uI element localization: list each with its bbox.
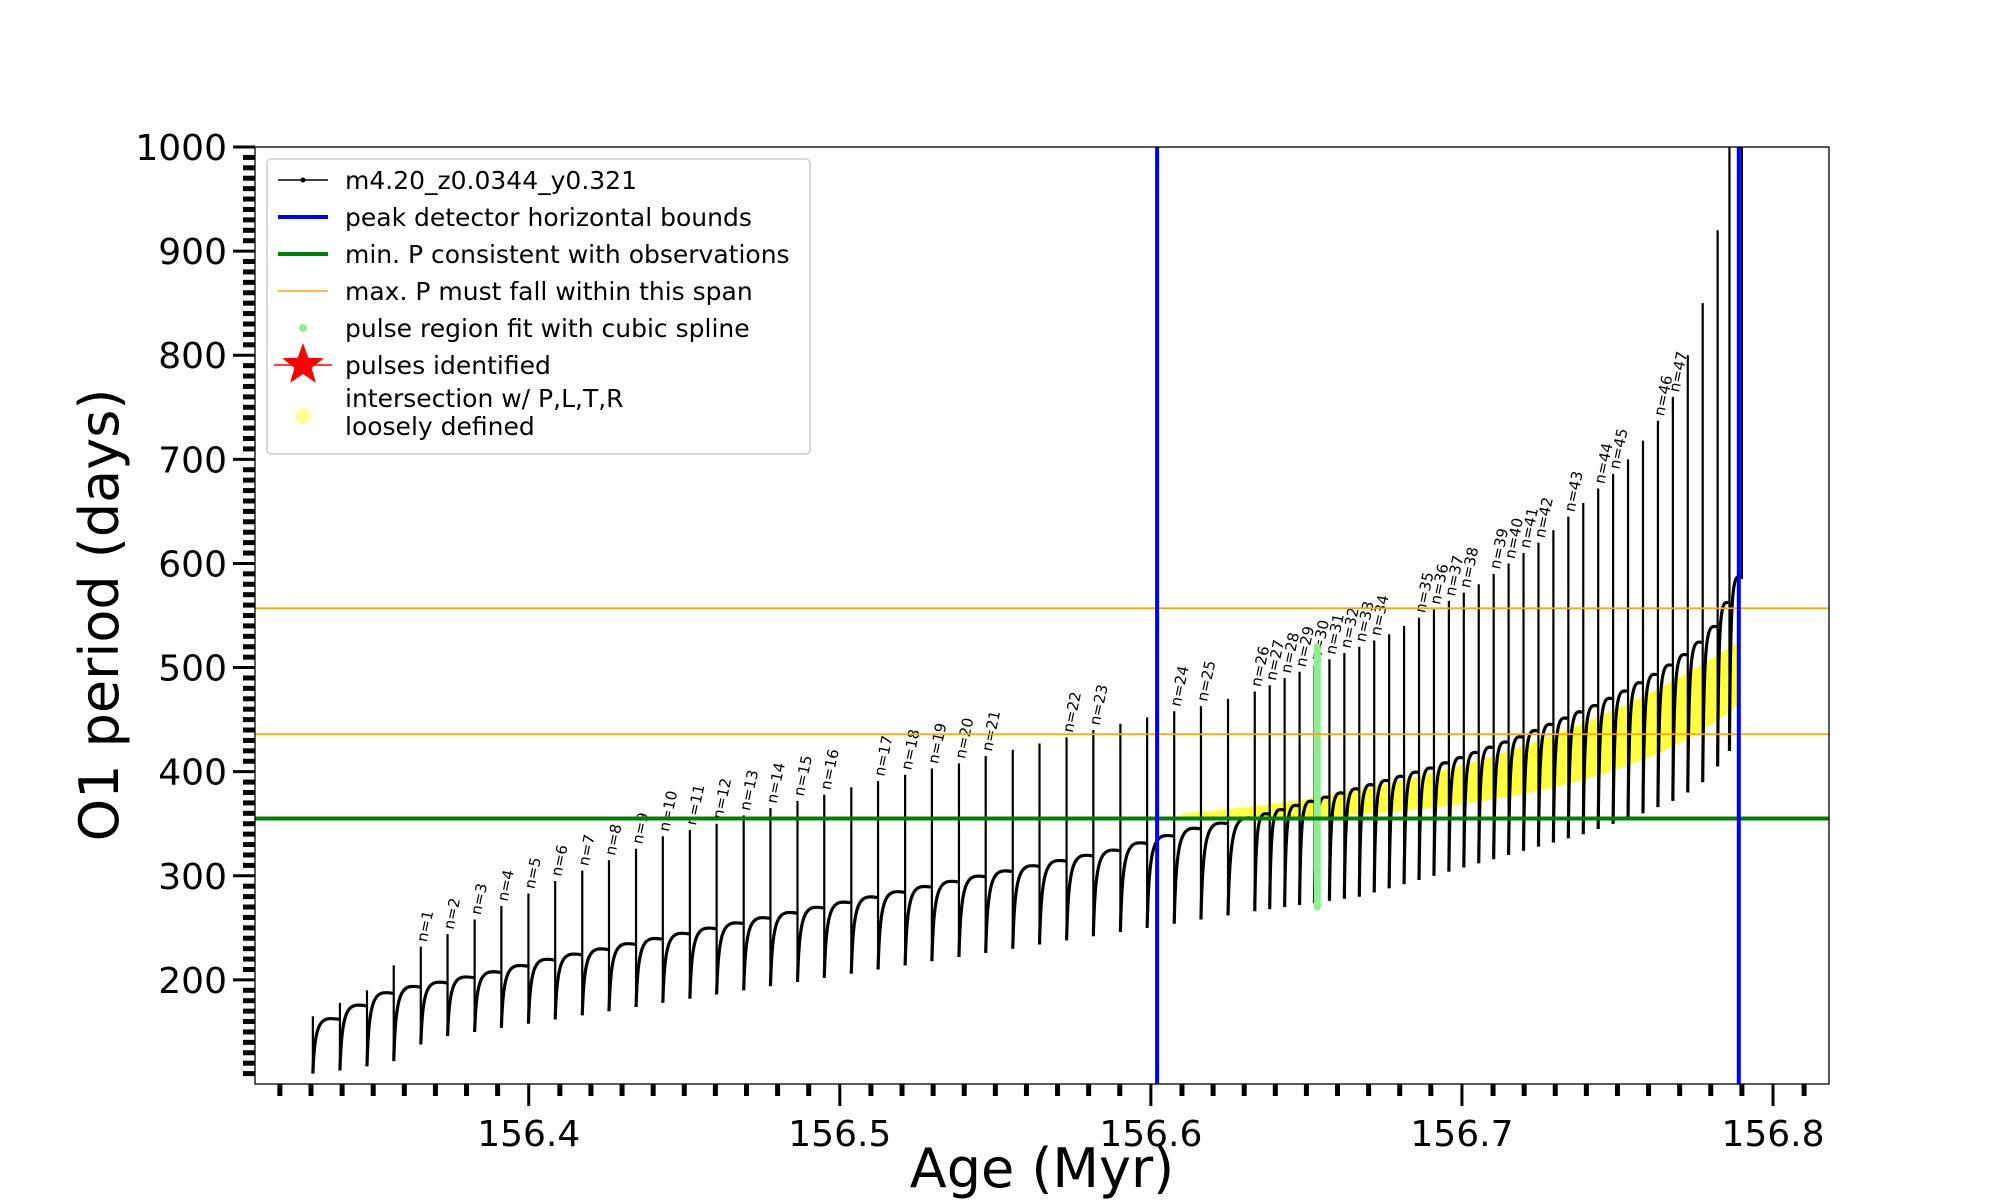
pulse-curve xyxy=(1253,812,1270,912)
pulse-curve xyxy=(392,984,421,1062)
y-tick-label: 1000 xyxy=(135,128,227,169)
x-tick-label: 156.7 xyxy=(1410,1114,1513,1155)
legend-label: peak detector horizontal bounds xyxy=(345,203,752,232)
legend-label: pulses identified xyxy=(345,351,551,380)
pulse-curve xyxy=(1372,778,1389,893)
pulse-curve xyxy=(1417,766,1434,880)
pulse-curve xyxy=(1671,652,1688,801)
pulse-curve xyxy=(822,900,851,978)
pulse-curve xyxy=(338,1003,367,1071)
pulse-curve xyxy=(1462,750,1479,868)
pulse-curve xyxy=(1477,745,1494,864)
pulse-curve xyxy=(580,947,609,1016)
legend-label: pulse region fit with cubic spline xyxy=(345,314,750,343)
legend-label-line: loosely defined xyxy=(345,412,535,441)
y-tick-label: 200 xyxy=(158,961,227,1002)
pulse-curve xyxy=(876,890,905,970)
legend-label-line: intersection w/ P,L,T,R xyxy=(345,384,624,413)
pulse-curve xyxy=(984,869,1013,953)
pulse-curve xyxy=(419,980,447,1045)
pulse-curve xyxy=(930,879,959,962)
pulse-curve xyxy=(1091,848,1120,937)
pulse-curve xyxy=(445,975,474,1037)
y-tick-label: 900 xyxy=(158,232,227,273)
star-icon xyxy=(282,343,324,383)
pulse-curve xyxy=(1172,826,1201,924)
legend-label: max. P must fall within this span xyxy=(345,277,753,306)
legend-label: m4.20_z0.0344_y0.321 xyxy=(345,166,637,195)
pulse-curve xyxy=(1145,833,1174,928)
pulse-curve xyxy=(715,921,743,995)
pulse-curve xyxy=(1357,782,1374,897)
pulse-curve xyxy=(1536,722,1553,847)
pulse-curve xyxy=(1011,864,1039,949)
y-tick-label: 600 xyxy=(158,544,227,585)
pulse-curve xyxy=(661,931,690,1003)
pulse-curve xyxy=(1342,787,1359,899)
pulse-curve xyxy=(473,970,501,1032)
legend-label: intersection w/ P,L,T,R loosely defined xyxy=(345,384,624,441)
axis-ticks-layer: 200 300 400 500 600 700 800 900 1000 156.4 156.5 15… xyxy=(135,128,1824,1155)
pulse-curve xyxy=(1641,672,1658,814)
pulse-curve xyxy=(1521,728,1538,851)
pulse-curve xyxy=(1327,791,1344,901)
pulse-curve xyxy=(1064,853,1093,941)
y-tick-label: 500 xyxy=(158,649,227,690)
pulse-curve xyxy=(1402,770,1419,885)
legend-dot-marker xyxy=(300,177,306,183)
pulse-curve xyxy=(1566,710,1583,839)
pulse-curve xyxy=(1037,858,1066,945)
plot-frame xyxy=(254,146,1830,1085)
x-tick-label: 156.6 xyxy=(1099,1114,1202,1155)
pulse-curve xyxy=(1199,821,1228,920)
pulse-curve xyxy=(1387,774,1404,889)
pulse-curve xyxy=(1686,640,1703,793)
pulse-curve xyxy=(903,884,932,966)
pulse-curve xyxy=(688,926,716,999)
pulse-curve xyxy=(1432,761,1449,876)
legend-dot-marker xyxy=(295,408,311,424)
pulse-curve xyxy=(1656,663,1673,808)
x-tick-label: 156.5 xyxy=(788,1114,891,1155)
legend-label: min. P consistent with observations xyxy=(345,240,790,269)
pulse-curve xyxy=(365,991,393,1067)
data-series-layer: n=1 n=2 n=3 n=4 n=5 n=6 n=7 n=8 n=9 n=10 n=11 n=12 n… xyxy=(311,147,1744,1074)
pulse-curve xyxy=(795,905,824,983)
pulse-curve xyxy=(526,957,555,1024)
pulse-curve xyxy=(499,963,528,1028)
pulse-curve xyxy=(634,936,663,1008)
y-tick-label: 300 xyxy=(158,857,227,898)
pulse-curve xyxy=(1118,841,1147,933)
pulse-curve xyxy=(607,942,636,1012)
y-tick-label: 400 xyxy=(158,753,227,794)
pulse-curve xyxy=(768,910,797,987)
pulse-curve xyxy=(311,1017,340,1074)
pulse-curve xyxy=(849,895,878,974)
overlay-layer xyxy=(255,147,1829,1084)
pulse-curve xyxy=(1596,696,1613,829)
pulse-curve xyxy=(1581,703,1598,835)
y-tick-label: 700 xyxy=(158,440,227,481)
x-tick-label: 156.8 xyxy=(1721,1114,1824,1155)
legend-box xyxy=(266,158,811,455)
pulse-curve xyxy=(1492,740,1509,860)
pulse-curve xyxy=(742,916,770,991)
pulse-curve xyxy=(1507,735,1523,855)
pulse-curve xyxy=(957,874,985,958)
pulse-curve xyxy=(1626,680,1643,819)
y-axis-label: O1 period (days) xyxy=(68,389,131,842)
pulse-curve xyxy=(1268,807,1285,910)
legend-dot-marker xyxy=(299,324,307,332)
x-axis-label: Age (Myr) xyxy=(910,1137,1175,1200)
pulse-curve xyxy=(1611,689,1628,824)
y-tick-label: 800 xyxy=(158,336,227,377)
pulse-curve xyxy=(553,952,582,1020)
x-tick-label: 156.4 xyxy=(477,1114,580,1155)
pulse-curve xyxy=(1716,600,1730,767)
pulse-curve xyxy=(1297,799,1314,905)
pulse-curve xyxy=(1447,755,1464,872)
